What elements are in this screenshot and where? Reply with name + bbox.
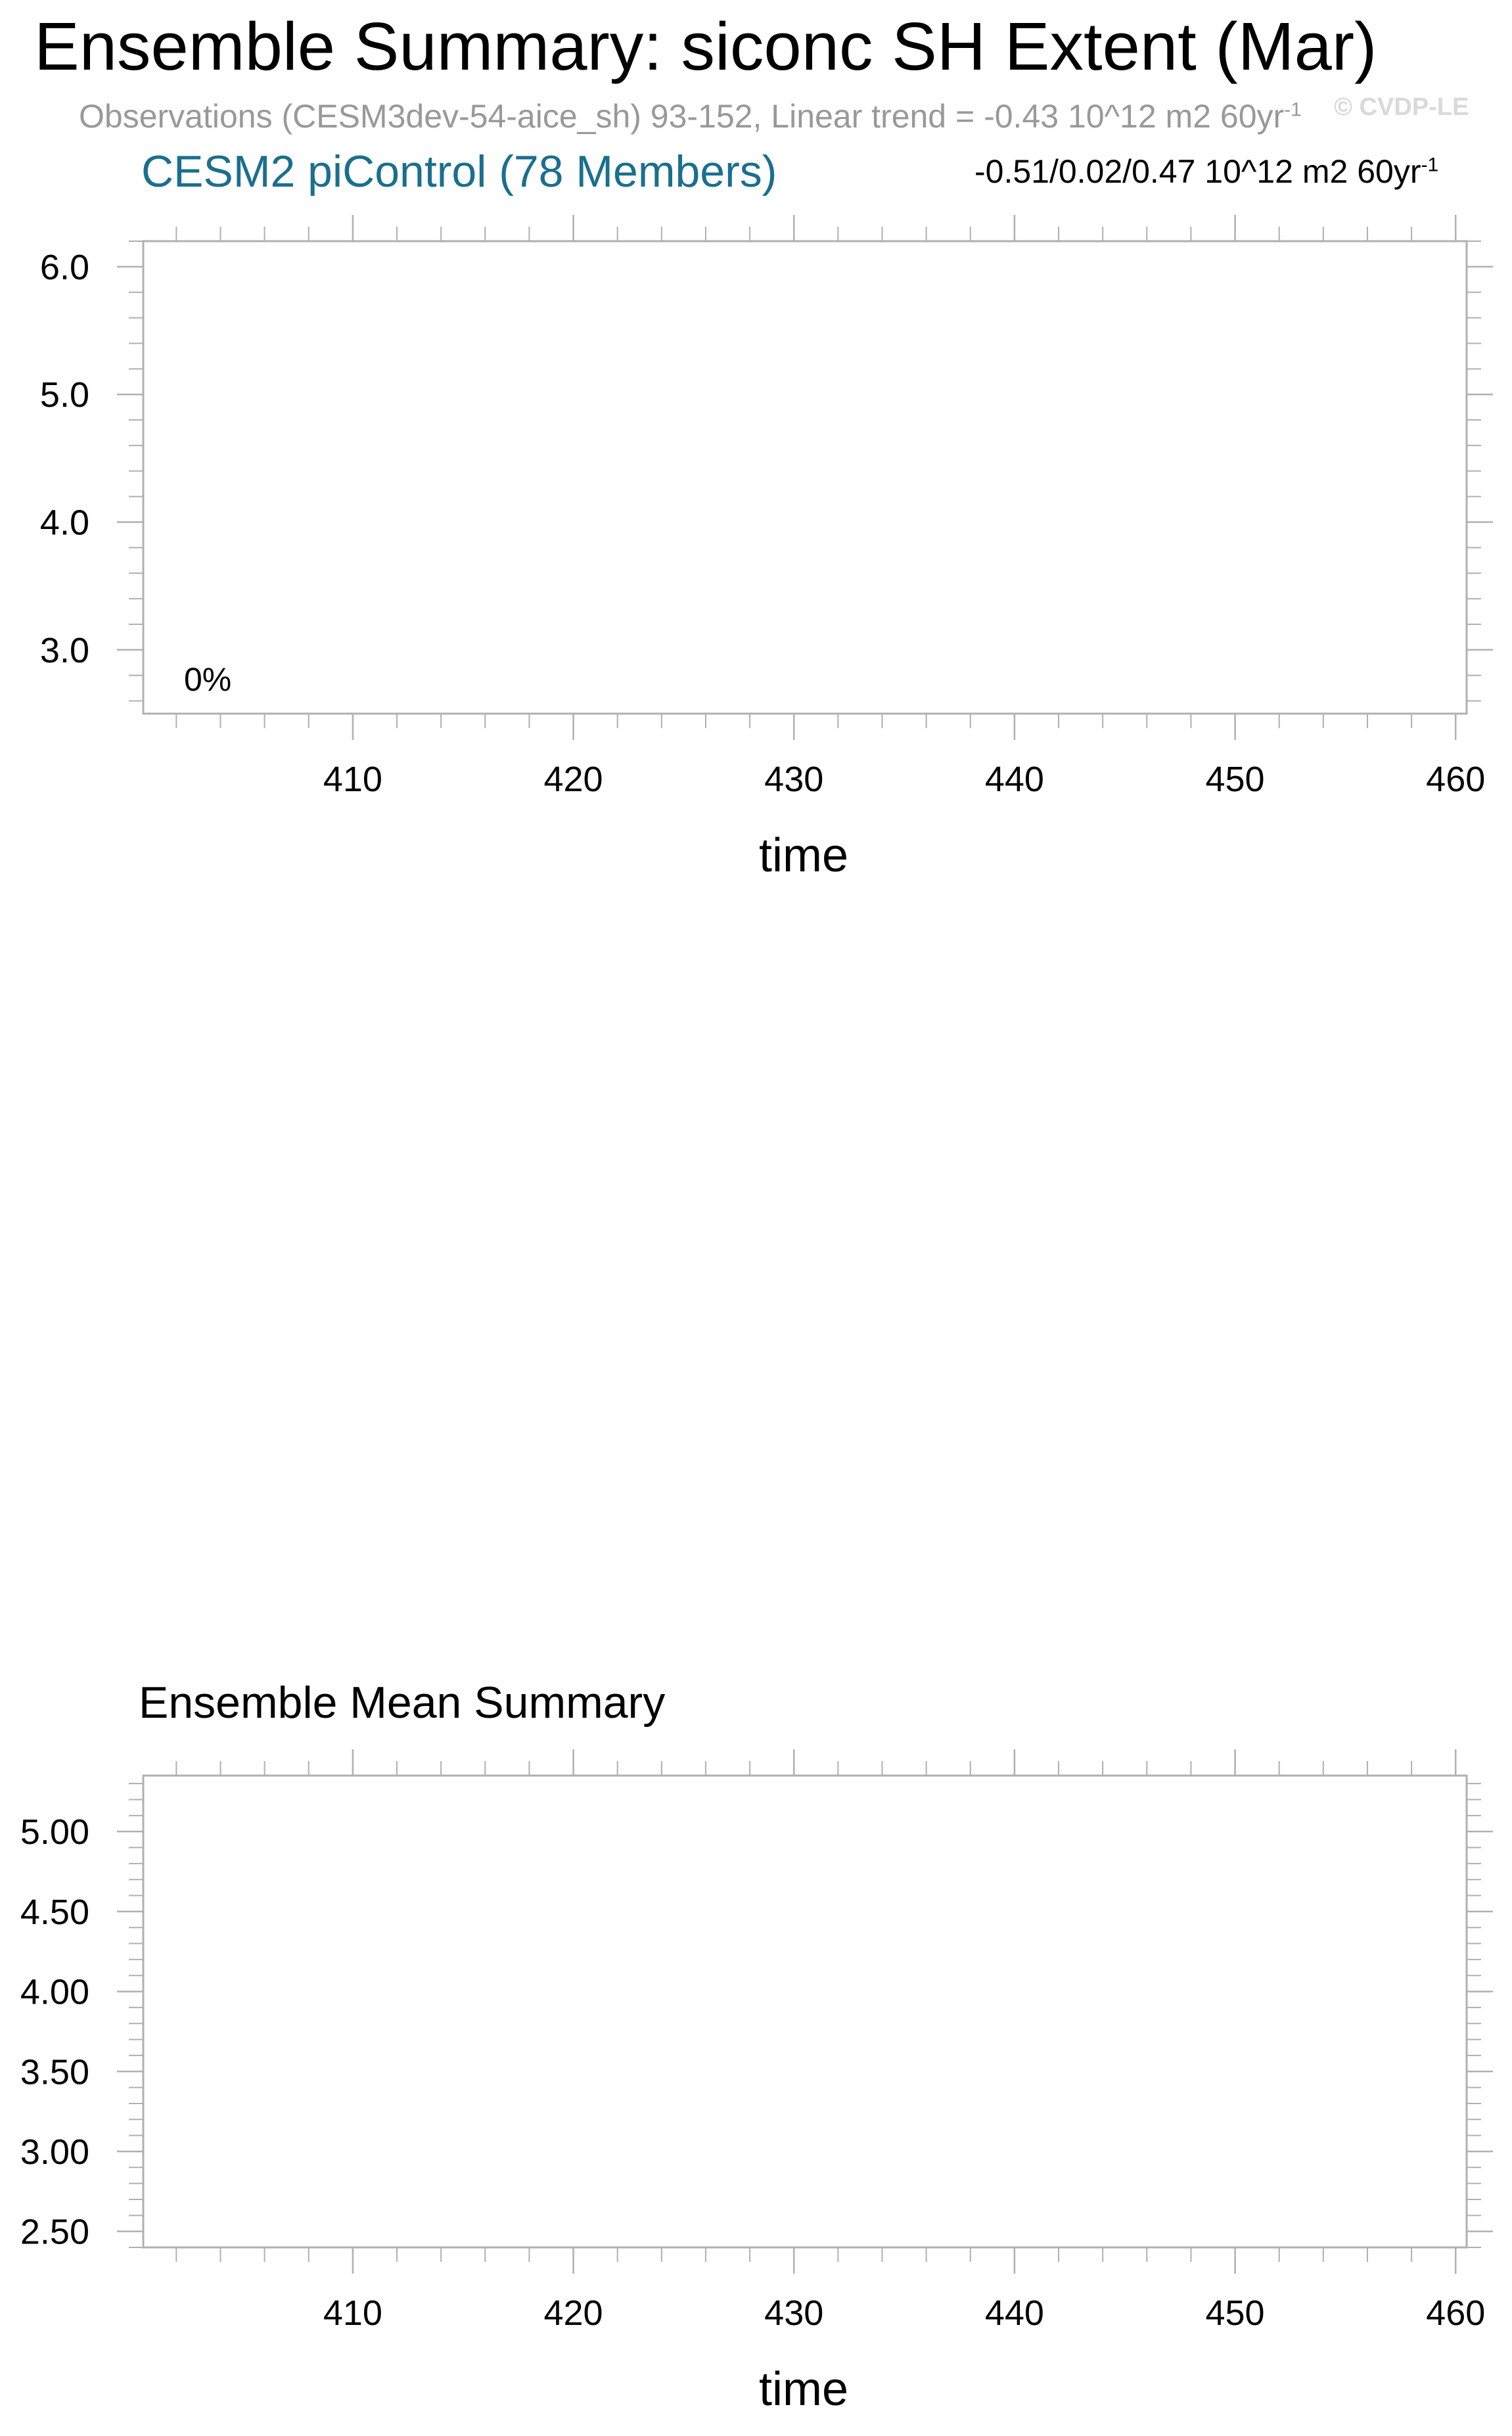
- mean-y-tick-label: 3.00: [20, 2132, 89, 2172]
- trend-range-superscript: -1: [1421, 154, 1439, 176]
- ensemble-summary-plot: 410 420 430 440 450 460 3.0 4.0 5.0 6.0 time 0%: [40, 215, 1493, 882]
- summary-plot-frame: [142, 240, 1468, 715]
- ensemble-mean-summary-plot: 410 420 430 440 450 460 2.50 3.00 3.50 4.00 4.50 5.…: [20, 1749, 1493, 2416]
- mean-x-tick-label: 420: [543, 2293, 603, 2333]
- model-label: CESM2 piControl (78 Members): [141, 147, 777, 196]
- mean-x-tick-label: 410: [323, 2293, 382, 2333]
- summary-x-axis-label: time: [759, 829, 848, 882]
- trend-range-text: -0.51/0.02/0.47 10^12 m2 60yr: [974, 153, 1421, 190]
- watermark: © CVDP-LE: [1334, 93, 1469, 121]
- mean-y-tick-label: 2.50: [20, 2213, 89, 2252]
- summary-x-tick-label: 460: [1426, 760, 1485, 799]
- summary-y-tick-label: 4.0: [40, 503, 89, 543]
- summary-x-tick-label: 440: [985, 760, 1044, 799]
- mean-x-axis-label: time: [759, 2363, 848, 2416]
- mean-plot-frame: [142, 1774, 1468, 2249]
- observations-superscript: -1: [1284, 99, 1302, 121]
- mean-x-tick-label: 440: [985, 2293, 1044, 2333]
- summary-x-tick-label: 420: [543, 760, 603, 799]
- mean-y-tick-label: 4.50: [20, 1893, 89, 1932]
- summary-x-tick-label: 450: [1205, 760, 1264, 799]
- summary-y-tick-label: 6.0: [40, 248, 89, 287]
- summary-x-tick-label: 410: [323, 760, 382, 799]
- summary-percent-annotation: 0%: [184, 661, 231, 698]
- mean-y-tick-label: 4.00: [20, 1973, 89, 2012]
- summary-x-tick-label: 430: [764, 760, 823, 799]
- summary-y-tick-label: 3.0: [40, 631, 89, 670]
- ensemble-mean-summary-title: Ensemble Mean Summary: [139, 1678, 666, 1728]
- summary-y-tick-label: 5.0: [40, 375, 89, 415]
- mean-x-tick-label: 460: [1426, 2293, 1485, 2333]
- observations-text: Observations (CESM3dev-54-aice_sh) 93-15…: [79, 98, 1285, 135]
- mean-x-tick-label: 430: [764, 2293, 823, 2333]
- chart-title: Ensemble Summary: siconc SH Extent (Mar): [34, 9, 1377, 84]
- mean-y-tick-label: 3.50: [20, 2052, 89, 2092]
- mean-y-tick-label: 5.00: [20, 1812, 89, 1852]
- trend-range-label: -0.51/0.02/0.47 10^12 m2 60yr-1: [974, 152, 1438, 191]
- observations-trend-label: Observations (CESM3dev-54-aice_sh) 93-15…: [79, 97, 1302, 135]
- mean-x-tick-label: 450: [1205, 2293, 1264, 2333]
